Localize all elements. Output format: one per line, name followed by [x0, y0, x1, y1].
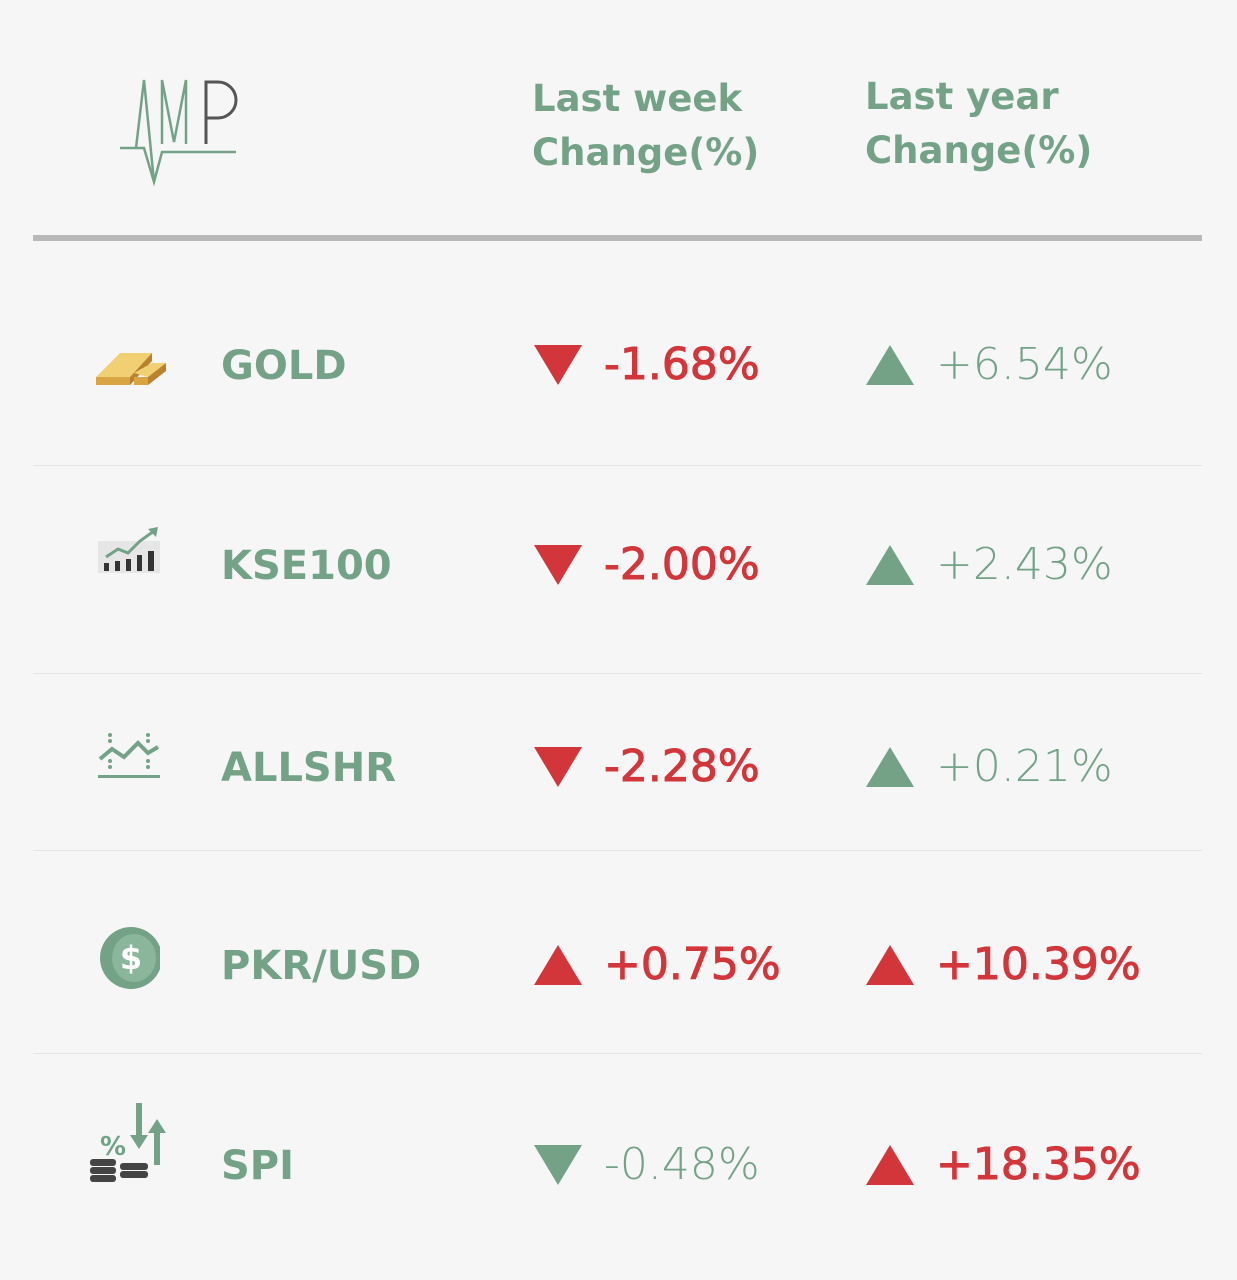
triangle-up-icon [866, 944, 914, 985]
last-week-change: +0.75% [534, 939, 782, 991]
last-year-change: +2.43% [866, 539, 1113, 590]
last-year-change: +0.21% [866, 741, 1113, 792]
svg-text:$: $ [120, 939, 142, 977]
header-line: Last year [865, 75, 1059, 118]
triangle-up-icon [866, 344, 914, 385]
header-line: Last week [532, 77, 743, 120]
table-row: KSE100 -2.00% +2.43% [0, 525, 1237, 605]
table-row: GOLD -1.68% +6.54% [0, 325, 1237, 405]
table-row: % SPI -0.48% +18.35% [0, 1103, 1237, 1205]
logo [118, 72, 242, 191]
asset-name: SPI [221, 1143, 295, 1189]
table-row: ALLSHR -2.28% +0.21% [0, 727, 1237, 807]
triangle-down-icon [534, 746, 582, 787]
triangle-down-icon [534, 344, 582, 385]
asset-name: GOLD [221, 343, 347, 389]
row-divider [33, 850, 1202, 851]
change-value: +10.39% [936, 939, 1142, 991]
change-value: -1.68% [604, 339, 761, 391]
change-value: +0.21% [936, 741, 1113, 792]
header-line: Change(%) [532, 131, 760, 174]
asset-name: KSE100 [221, 543, 392, 589]
bar-chart-growth-icon [90, 523, 162, 597]
asset-name: PKR/USD [221, 943, 422, 989]
row-divider [33, 1053, 1202, 1054]
triangle-up-icon [866, 746, 914, 787]
change-value: -0.48% [604, 1139, 760, 1190]
row-divider [33, 673, 1202, 674]
line-chart-icon [90, 725, 160, 799]
last-year-change: +18.35% [866, 1139, 1142, 1191]
triangle-down-icon [534, 544, 582, 585]
header-divider [33, 235, 1202, 241]
gold-bar-icon [90, 333, 170, 397]
change-value: +6.54% [936, 339, 1113, 390]
change-value: +2.43% [936, 539, 1113, 590]
header-line: Change(%) [865, 129, 1093, 172]
dollar-coin-icon: $ [90, 923, 162, 997]
triangle-up-icon [866, 544, 914, 585]
asset-name: ALLSHR [221, 745, 397, 791]
change-value: +18.35% [936, 1139, 1142, 1191]
svg-text:%: % [100, 1132, 126, 1162]
header-last-year: Last year Change(%) [865, 70, 1092, 178]
triangle-down-icon [534, 1144, 582, 1185]
change-value: -2.28% [604, 741, 761, 793]
change-value: -2.00% [604, 539, 761, 591]
last-week-change: -0.48% [534, 1139, 760, 1190]
triangle-up-icon [534, 944, 582, 985]
triangle-up-icon [866, 1144, 914, 1185]
row-divider [33, 465, 1202, 466]
last-year-change: +6.54% [866, 339, 1113, 390]
last-week-change: -1.68% [534, 339, 761, 391]
header-last-week: Last week Change(%) [532, 72, 759, 180]
coins-percent-icon: % [90, 1103, 170, 1187]
table-row: $ PKR/USD +0.75% +10.39% [0, 925, 1237, 1005]
last-week-change: -2.00% [534, 539, 761, 591]
change-value: +0.75% [604, 939, 782, 991]
last-week-change: -2.28% [534, 741, 761, 793]
last-year-change: +10.39% [866, 939, 1142, 991]
